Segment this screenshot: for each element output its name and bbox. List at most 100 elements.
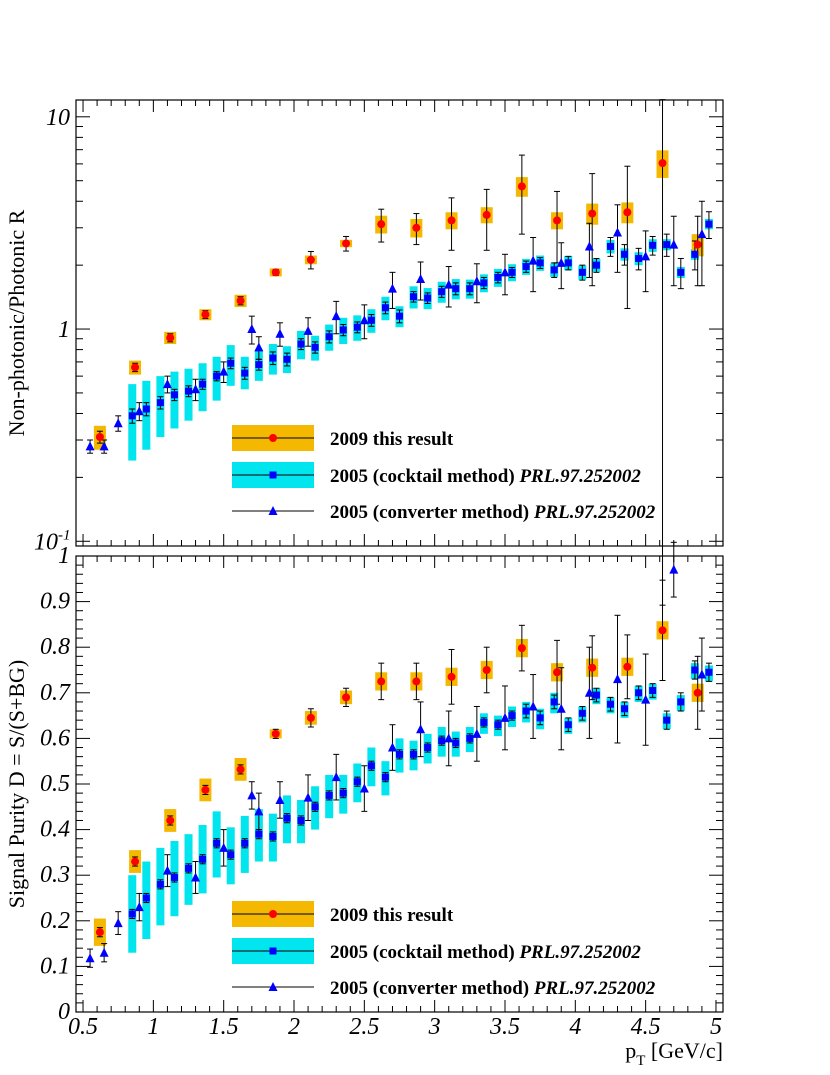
result2009-point	[447, 216, 456, 225]
y-tick-label: 0.7	[40, 680, 71, 706]
cocktail-point	[536, 714, 544, 722]
result2009-point	[588, 209, 597, 218]
converter-point	[556, 257, 566, 267]
result2009-point	[271, 729, 280, 738]
cocktail-point	[199, 380, 207, 388]
result2009-point	[693, 688, 702, 697]
cocktail-point	[508, 712, 516, 720]
converter-point	[134, 406, 144, 416]
cocktail-point	[227, 359, 235, 367]
result2009-point	[131, 363, 140, 372]
converter-point	[613, 227, 623, 237]
result2009-point	[377, 220, 386, 229]
cocktail-point	[156, 399, 164, 407]
cocktail-point	[339, 326, 347, 334]
cocktail-point	[578, 268, 586, 276]
cocktail-point	[142, 894, 150, 902]
y-tick-label-0.1: 10	[34, 529, 58, 555]
x-tick-label: 5	[710, 1014, 722, 1040]
y-tick-label: 0.1	[40, 953, 70, 979]
result2009-point	[236, 765, 245, 774]
cocktail-point	[452, 285, 460, 293]
y-tick-label: 1	[58, 543, 70, 569]
cocktail-point	[705, 668, 713, 676]
cocktail-point	[185, 387, 193, 395]
cocktail-point	[213, 839, 221, 847]
result2009-point	[342, 239, 351, 248]
converter-point	[254, 806, 264, 816]
x-tick-label: 1.5	[209, 1014, 239, 1040]
result2009-point	[95, 432, 104, 441]
cocktail-point	[677, 698, 685, 706]
converter-point	[219, 842, 229, 852]
legend-label: 2005 (cocktail method) PRL.97.252002	[330, 466, 641, 487]
cocktail-point	[564, 721, 572, 729]
cocktail-point	[480, 279, 488, 287]
result2009-point	[412, 677, 421, 686]
result2009-point	[517, 644, 526, 653]
cocktail-point	[339, 789, 347, 797]
cocktail-point	[241, 369, 249, 377]
cocktail-point	[424, 744, 432, 752]
cocktail-point	[438, 737, 446, 745]
cocktail-point	[170, 391, 178, 399]
cocktail-point	[536, 259, 544, 267]
cocktail-point	[621, 705, 629, 713]
y-tick-label: 0.4	[40, 817, 70, 843]
cocktail-point	[199, 855, 207, 863]
converter-point	[303, 325, 313, 335]
converter-point	[472, 276, 482, 286]
converter-point	[697, 229, 707, 239]
converter-point	[472, 728, 482, 738]
converter-point	[669, 564, 679, 574]
bottom-y-axis-label: Signal Purity D = S/(S+BG)	[4, 660, 29, 909]
converter-point	[113, 418, 123, 428]
result2009-point	[166, 333, 175, 342]
converter-point	[331, 772, 341, 782]
converter-point	[613, 674, 623, 684]
cocktail-point	[353, 778, 361, 786]
cocktail-point	[522, 707, 530, 715]
result2009-point	[623, 208, 632, 217]
cocktail-point	[592, 261, 600, 269]
cocktail-point	[410, 750, 418, 758]
cocktail-point	[297, 816, 305, 824]
result2009-point	[236, 296, 245, 305]
converter-point	[247, 324, 257, 334]
cocktail-point	[705, 220, 713, 228]
cocktail-point	[691, 666, 699, 674]
cocktail-point	[635, 254, 643, 262]
converter-point	[528, 701, 538, 711]
result2009-point	[553, 668, 562, 677]
result2009-point	[447, 672, 456, 681]
cocktail-point	[325, 791, 333, 799]
y-tick-label: 0.6	[40, 725, 70, 751]
x-axis-label: pT [GeV/c]	[625, 1038, 723, 1069]
cocktail-point	[649, 241, 657, 249]
cocktail-point	[663, 241, 671, 249]
x-tick-label: 4	[569, 1014, 581, 1040]
result2009-point	[271, 268, 280, 277]
legend-2009-marker	[269, 434, 277, 442]
cocktail-point	[170, 873, 178, 881]
y-tick-label: 0.9	[40, 589, 70, 615]
cocktail-point	[142, 405, 150, 413]
cocktail-point	[227, 851, 235, 859]
converter-point	[359, 315, 369, 325]
cocktail-point	[578, 709, 586, 717]
result2009-point	[693, 240, 702, 249]
cocktail-point	[466, 734, 474, 742]
cocktail-point	[283, 355, 291, 363]
cocktail-point	[255, 830, 263, 838]
cocktail-point	[213, 372, 221, 380]
top-y-axis-label: Non-photonic/Photonic R	[4, 209, 29, 436]
cocktail-point	[663, 716, 671, 724]
result2009-point	[201, 310, 210, 319]
legend-label: 2009 this result	[330, 905, 454, 926]
converter-point	[359, 783, 369, 793]
legend-label: 2005 (converter method) PRL.97.252002	[330, 978, 656, 999]
converter-point	[254, 342, 264, 352]
cocktail-point	[396, 750, 403, 758]
converter-point	[85, 953, 95, 963]
